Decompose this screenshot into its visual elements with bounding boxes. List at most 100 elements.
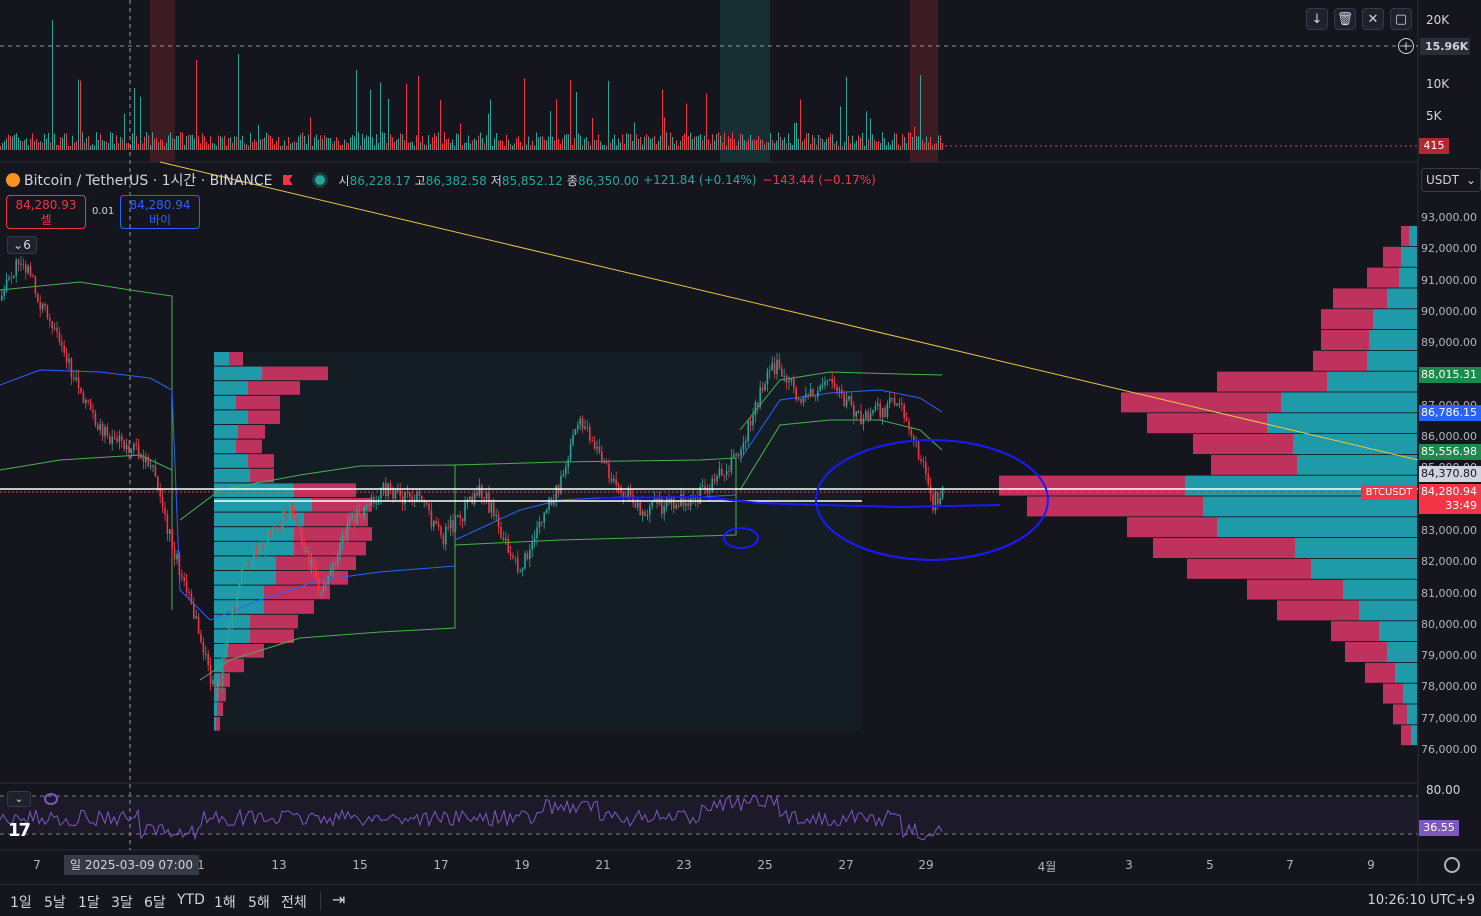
volume-bar <box>500 140 501 150</box>
range-button[interactable]: 3달 <box>111 895 133 911</box>
candle-body <box>483 498 485 500</box>
candle-body <box>841 389 843 394</box>
candle-body <box>231 606 233 627</box>
flag-icon[interactable] <box>282 175 293 185</box>
range-button[interactable]: 1일 <box>10 895 32 911</box>
volume-bar <box>916 136 917 150</box>
candle-body <box>320 591 322 593</box>
candle-body <box>932 494 934 511</box>
volume-bar <box>156 137 157 150</box>
volume-bar <box>832 134 833 150</box>
volume-bar <box>104 141 105 150</box>
candle-body <box>488 492 490 513</box>
range-button[interactable]: 5날 <box>44 895 66 911</box>
candle-body <box>637 502 639 508</box>
volume-bar <box>0 145 1 150</box>
volume-bar <box>36 138 37 150</box>
volume-bar <box>618 138 619 150</box>
profile-up-bar <box>214 717 216 731</box>
tradingview-logo[interactable]: 17 <box>8 820 31 841</box>
candle-body <box>713 478 716 482</box>
profile-down-bar <box>1247 579 1343 600</box>
trash-icon[interactable]: 🗑 <box>1334 8 1356 30</box>
add-icon[interactable]: + <box>1398 38 1414 54</box>
volume-bar <box>140 96 141 150</box>
range-button[interactable]: 전체 <box>281 895 307 911</box>
volume-bar <box>90 145 91 150</box>
volume-bar <box>836 141 837 150</box>
currency-select[interactable]: USDT ⌄ <box>1421 168 1481 192</box>
range-button[interactable]: 6달 <box>144 895 166 911</box>
candle-body <box>893 397 896 406</box>
candle-body <box>329 570 332 576</box>
candle-body <box>939 498 941 505</box>
volume-bar <box>364 138 365 150</box>
volume-bar <box>824 142 825 150</box>
candle-body <box>70 358 73 378</box>
profile-up-bar <box>1379 621 1417 642</box>
volume-bar <box>88 136 89 150</box>
volume-bar <box>496 133 497 150</box>
volume-bar <box>942 143 943 150</box>
profile-down-bar <box>1193 434 1293 454</box>
volume-bar <box>302 132 303 150</box>
range-button[interactable]: 1해 <box>214 895 236 911</box>
volume-bar <box>860 137 861 150</box>
volume-bar <box>292 142 293 150</box>
volume-bar <box>290 143 291 150</box>
volume-bar <box>146 132 147 150</box>
volume-bar <box>410 142 411 150</box>
last-price: 84,280.94 <box>1421 485 1477 498</box>
range-button[interactable]: 1달 <box>78 895 100 911</box>
rsi-visibility-icon[interactable] <box>44 793 58 805</box>
volume-bar <box>206 141 207 150</box>
range-button[interactable]: 5해 <box>248 895 270 911</box>
candle-body <box>445 526 447 545</box>
candle-body <box>512 555 514 558</box>
hand-drawn-circle <box>815 439 1049 561</box>
profile-up-bar <box>1367 350 1417 371</box>
volume-bar <box>418 75 419 150</box>
price-axis-label: 82,000.00 <box>1421 555 1477 569</box>
clock[interactable]: 10:26:10 UTC+9 <box>1367 893 1475 908</box>
volume-bar <box>158 142 159 150</box>
candle-body <box>485 492 488 500</box>
profile-down-bar <box>1365 662 1395 683</box>
buy-label: 바이 <box>148 213 172 227</box>
candle-body <box>586 426 589 428</box>
volume-bar <box>382 132 383 150</box>
rectangle-icon[interactable]: ▢ <box>1390 8 1412 30</box>
range-button[interactable]: YTD <box>177 892 205 908</box>
candle-body <box>296 515 298 524</box>
calendar-range-icon[interactable]: ⇥ <box>332 890 346 909</box>
close-icon[interactable]: ✕ <box>1362 8 1384 30</box>
volume-bar <box>20 140 21 150</box>
volume-bar <box>570 80 571 150</box>
volume-bar <box>314 137 315 150</box>
settings-icon[interactable] <box>1444 857 1460 873</box>
volume-bar <box>820 137 821 150</box>
volume-bar <box>892 140 893 150</box>
candle-body <box>401 496 404 504</box>
arrow-down-icon[interactable]: ↓ <box>1306 8 1328 30</box>
profile-up-bar <box>1267 413 1417 434</box>
symbol-title[interactable]: Bitcoin / TetherUS · 1시간 · BINANCE <box>24 173 273 189</box>
volume-bar <box>814 138 815 150</box>
buy-button[interactable]: 84,280.94 바이 <box>120 195 200 229</box>
candle-body <box>341 535 344 544</box>
candle-body <box>562 474 565 477</box>
candle-body <box>214 680 217 698</box>
volume-bar <box>622 134 623 150</box>
chevron-down-icon[interactable]: ⌄ <box>7 791 31 807</box>
volume-bar <box>796 122 797 150</box>
candle-body <box>735 454 737 456</box>
indicators-toggle[interactable]: ⌄6 <box>7 236 37 254</box>
sell-button[interactable]: 84,280.93 셀 <box>6 195 86 229</box>
volume-bar <box>518 136 519 150</box>
volume-bar <box>260 139 261 150</box>
volume-bar <box>228 137 229 150</box>
candle-body <box>524 553 526 569</box>
candle-body <box>51 321 53 329</box>
profile-up-bar <box>214 439 236 454</box>
